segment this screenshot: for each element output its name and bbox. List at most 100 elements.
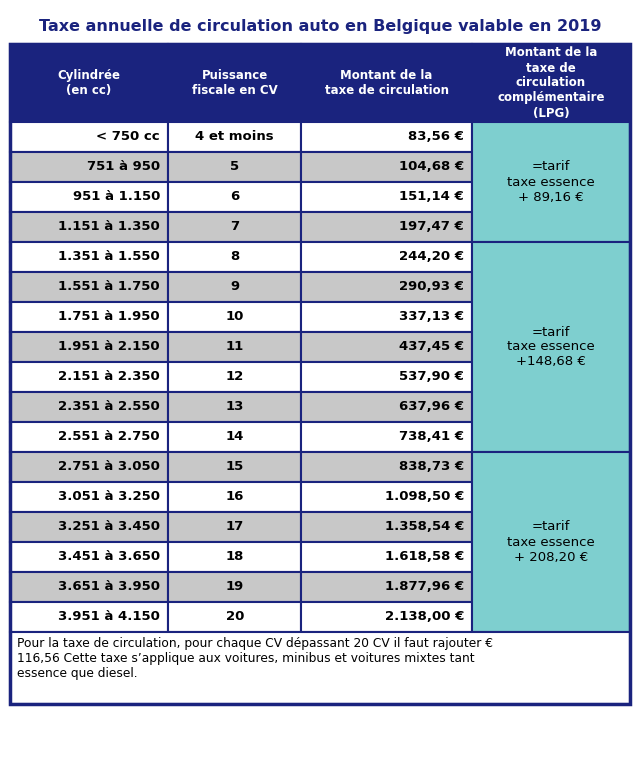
Text: 3.951 à 4.150: 3.951 à 4.150 <box>58 611 160 624</box>
Bar <box>10 8 630 44</box>
Bar <box>168 302 301 332</box>
Bar <box>10 332 168 362</box>
Bar <box>10 272 168 302</box>
Bar <box>301 512 472 542</box>
Text: 290,93 €: 290,93 € <box>399 280 464 293</box>
Text: 20: 20 <box>225 611 244 624</box>
Text: 2.351 à 2.550: 2.351 à 2.550 <box>58 400 160 413</box>
Text: < 750 cc: < 750 cc <box>97 130 160 143</box>
Text: 337,13 €: 337,13 € <box>399 310 464 323</box>
Bar <box>168 572 301 602</box>
Text: 9: 9 <box>230 280 239 293</box>
Text: 244,20 €: 244,20 € <box>399 250 464 263</box>
Bar <box>168 602 301 632</box>
Bar <box>10 8 630 44</box>
Text: =tarif
taxe essence
+ 208,20 €: =tarif taxe essence + 208,20 € <box>507 521 595 564</box>
Text: Puissance
fiscale en CV: Puissance fiscale en CV <box>192 69 278 97</box>
Bar <box>301 182 472 212</box>
Text: 197,47 €: 197,47 € <box>399 220 464 233</box>
Text: Montant de la
taxe de circulation: Montant de la taxe de circulation <box>324 69 449 97</box>
Text: 15: 15 <box>226 460 244 474</box>
Bar <box>10 602 168 632</box>
Bar <box>301 44 472 122</box>
Bar <box>168 272 301 302</box>
Bar <box>10 392 168 422</box>
Text: 1.151 à 1.350: 1.151 à 1.350 <box>58 220 160 233</box>
Text: Montant de la
taxe de
circulation
complémentaire
(LPG): Montant de la taxe de circulation complé… <box>497 46 605 119</box>
Text: 3.451 à 3.650: 3.451 à 3.650 <box>58 551 160 564</box>
Bar <box>168 422 301 452</box>
Bar <box>10 362 168 392</box>
Bar <box>301 152 472 182</box>
Text: 1.351 à 1.550: 1.351 à 1.550 <box>58 250 160 263</box>
Text: 104,68 €: 104,68 € <box>399 160 464 173</box>
Text: 2.551 à 2.750: 2.551 à 2.750 <box>58 430 160 444</box>
Text: 5: 5 <box>230 160 239 173</box>
Bar <box>301 242 472 272</box>
Text: 2.138,00 €: 2.138,00 € <box>385 611 464 624</box>
Text: 3.651 à 3.950: 3.651 à 3.950 <box>58 581 160 594</box>
Bar <box>301 302 472 332</box>
Text: 6: 6 <box>230 190 239 203</box>
Text: 951 à 1.150: 951 à 1.150 <box>73 190 160 203</box>
Text: 7: 7 <box>230 220 239 233</box>
Text: 1.618,58 €: 1.618,58 € <box>385 551 464 564</box>
Bar <box>472 242 630 452</box>
Bar <box>301 332 472 362</box>
Bar <box>168 482 301 512</box>
Text: 14: 14 <box>225 430 244 444</box>
Text: 1.358,54 €: 1.358,54 € <box>385 521 464 534</box>
Text: 1.751 à 1.950: 1.751 à 1.950 <box>58 310 160 323</box>
Text: 11: 11 <box>226 340 244 353</box>
Bar <box>10 44 630 704</box>
Text: 2.751 à 3.050: 2.751 à 3.050 <box>58 460 160 474</box>
Bar <box>301 392 472 422</box>
Text: 437,45 €: 437,45 € <box>399 340 464 353</box>
Text: 751 à 950: 751 à 950 <box>87 160 160 173</box>
Bar <box>10 212 168 242</box>
Bar <box>10 422 168 452</box>
Text: 838,73 €: 838,73 € <box>399 460 464 474</box>
Bar <box>168 512 301 542</box>
Text: 16: 16 <box>225 490 244 504</box>
Text: =tarif
taxe essence
+ 89,16 €: =tarif taxe essence + 89,16 € <box>507 160 595 203</box>
Text: 1.098,50 €: 1.098,50 € <box>385 490 464 504</box>
Bar <box>10 44 168 122</box>
Bar <box>10 512 168 542</box>
Text: 10: 10 <box>225 310 244 323</box>
Text: 12: 12 <box>226 370 244 383</box>
Text: 738,41 €: 738,41 € <box>399 430 464 444</box>
Text: Cylindrée
(en cc): Cylindrée (en cc) <box>58 69 120 97</box>
Bar <box>168 452 301 482</box>
Bar <box>301 452 472 482</box>
Text: Pour la taxe de circulation, pour chaque CV dépassant 20 CV il faut rajouter €
1: Pour la taxe de circulation, pour chaque… <box>17 637 493 680</box>
Text: 537,90 €: 537,90 € <box>399 370 464 383</box>
Bar <box>10 572 168 602</box>
Text: =tarif
taxe essence
+148,68 €: =tarif taxe essence +148,68 € <box>507 326 595 369</box>
Text: 3.251 à 3.450: 3.251 à 3.450 <box>58 521 160 534</box>
Bar <box>472 44 630 122</box>
Bar <box>301 422 472 452</box>
Bar <box>301 542 472 572</box>
Text: Taxe annuelle de circulation auto en Belgique valable en 2019: Taxe annuelle de circulation auto en Bel… <box>39 18 601 34</box>
Bar <box>168 122 301 152</box>
Bar <box>472 452 630 632</box>
Bar <box>10 482 168 512</box>
Bar <box>10 182 168 212</box>
Text: 3.051 à 3.250: 3.051 à 3.250 <box>58 490 160 504</box>
Bar <box>301 572 472 602</box>
Text: 1.877,96 €: 1.877,96 € <box>385 581 464 594</box>
Text: 4 et moins: 4 et moins <box>195 130 274 143</box>
Text: 83,56 €: 83,56 € <box>408 130 464 143</box>
Bar <box>168 332 301 362</box>
Bar <box>301 362 472 392</box>
Bar <box>10 302 168 332</box>
Text: 19: 19 <box>226 581 244 594</box>
Text: 151,14 €: 151,14 € <box>399 190 464 203</box>
Bar <box>301 272 472 302</box>
Bar <box>301 122 472 152</box>
Text: 18: 18 <box>225 551 244 564</box>
Text: 1.951 à 2.150: 1.951 à 2.150 <box>58 340 160 353</box>
Bar <box>301 212 472 242</box>
Bar <box>301 482 472 512</box>
